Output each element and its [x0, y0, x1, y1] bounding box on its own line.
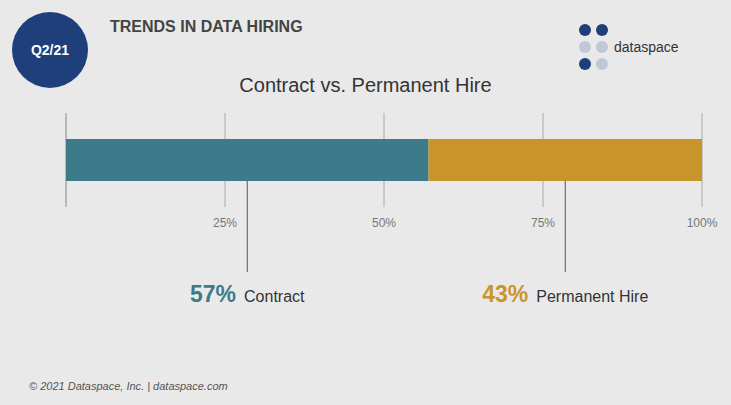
logo-dot [596, 24, 608, 36]
footer: © 2021 Dataspace, Inc. | dataspace.com [29, 380, 228, 392]
annotation: 43% Permanent Hire [482, 281, 648, 307]
tick-label: 100% [687, 216, 718, 230]
tick-label: 50% [372, 216, 396, 230]
tick-label: 75% [531, 216, 555, 230]
header: TRENDS IN DATA HIRING [110, 18, 303, 35]
title: Contract vs. Permanent Hire [239, 74, 491, 96]
bars [66, 139, 702, 181]
tick-label: 25% [213, 216, 237, 230]
annotation: 57% Contract [190, 281, 305, 307]
logo-dot [596, 41, 608, 53]
logo-dot [579, 58, 591, 70]
badge-label: Q2/21 [31, 42, 69, 58]
logo-dot [579, 24, 591, 36]
logo-text: dataspace [614, 39, 679, 55]
badge [12, 12, 88, 88]
leader-line [247, 181, 248, 272]
data-label: 43% [482, 281, 528, 307]
logo-dot [596, 58, 608, 70]
series-name: Contract [244, 288, 305, 305]
leader-line [565, 181, 566, 272]
bar-segment [66, 139, 429, 181]
bar-segment [429, 139, 702, 181]
chart: Q2/21 TRENDS IN DATA HIRING dataspace Contr… [0, 0, 731, 405]
background [0, 0, 731, 405]
logo-dot [579, 41, 591, 53]
data-label: 57% [190, 281, 236, 307]
series-name: Permanent Hire [536, 288, 648, 305]
